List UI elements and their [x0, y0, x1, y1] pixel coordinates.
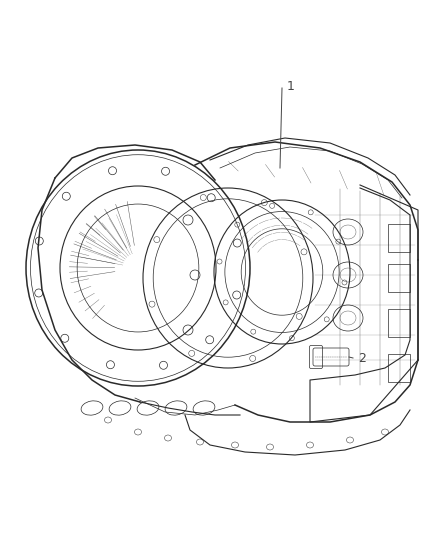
Text: 2: 2	[358, 351, 366, 365]
Bar	[388, 309, 410, 337]
Bar	[388, 354, 410, 382]
Bar	[388, 264, 410, 292]
Text: 1: 1	[287, 79, 295, 93]
Bar	[388, 224, 410, 252]
